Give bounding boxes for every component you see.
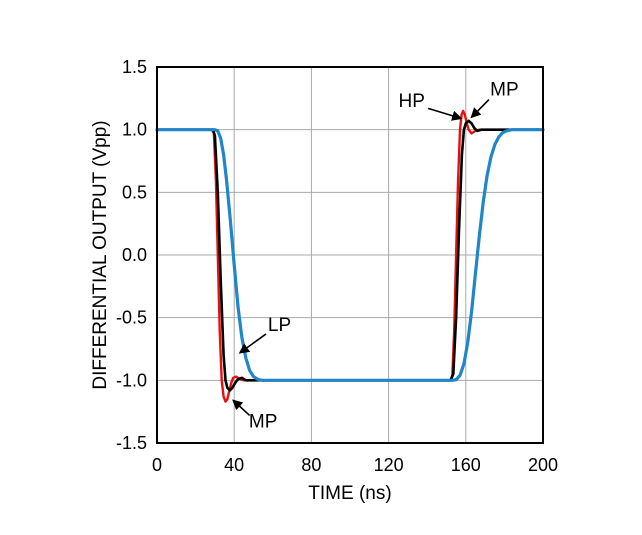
annotation-label-LP: LP — [268, 315, 291, 336]
y-tick-label: -1.0 — [116, 370, 147, 390]
annotation-arrow-MP — [232, 399, 251, 417]
x-tick-label: 120 — [374, 455, 404, 475]
x-tick-label: 200 — [528, 455, 558, 475]
y-tick-label: 0.5 — [122, 182, 147, 202]
annotation-arrow-HP — [427, 107, 463, 121]
x-tick-label: 160 — [451, 455, 481, 475]
annotation-arrow-LP — [238, 333, 267, 354]
y-tick-label: -0.5 — [116, 308, 147, 328]
x-tick-label: 0 — [152, 455, 162, 475]
y-tick-label: -1.5 — [116, 433, 147, 453]
plot-border — [156, 66, 544, 444]
annotation-label-MP: MP — [490, 80, 519, 101]
y-axis-title: DIFFERENTIAL OUTPUT (Vpp) — [90, 120, 111, 390]
x-tick-label: 80 — [301, 455, 321, 475]
annotation-label-MP: MP — [249, 412, 278, 433]
series-trace-LP — [155, 128, 545, 382]
annotation-label-HP: HP — [399, 91, 425, 112]
y-tick-label: 1.0 — [122, 120, 147, 140]
y-tick-label: 0.0 — [122, 245, 147, 265]
y-tick-label: 1.5 — [122, 57, 147, 77]
x-tick-label: 40 — [224, 455, 244, 475]
x-axis-title: TIME (ns) — [308, 483, 392, 504]
annotation-arrow-MP — [470, 99, 490, 119]
